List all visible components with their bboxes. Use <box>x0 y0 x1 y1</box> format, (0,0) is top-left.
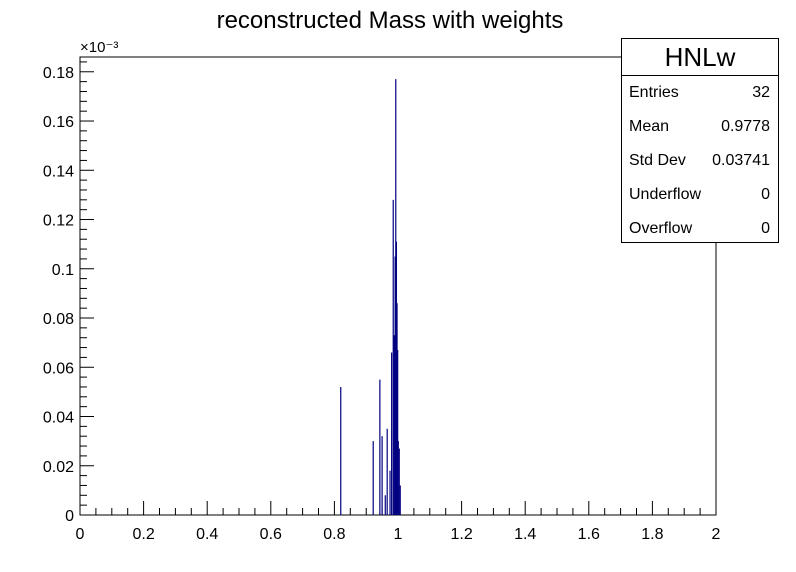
stats-row-underflow: Underflow 0 <box>622 178 778 212</box>
stats-label-mean: Mean <box>629 118 670 135</box>
stats-row-overflow: Overflow 0 <box>622 212 778 246</box>
stats-value-entries: 32 <box>752 84 770 101</box>
x-tick-label: 1.4 <box>514 526 536 543</box>
stats-value-overflow: 0 <box>761 220 770 237</box>
y-tick-label: 0 <box>65 508 74 525</box>
chart-title: reconstructed Mass with weights <box>217 7 564 34</box>
y-tick-label: 0.02 <box>43 459 74 476</box>
stats-title: HNLw <box>622 39 778 76</box>
x-tick-label: 1.2 <box>450 526 472 543</box>
y-tick-label: 0.14 <box>43 163 74 180</box>
x-tick-label: 0.4 <box>196 526 218 543</box>
stats-label-overflow: Overflow <box>629 220 693 237</box>
stats-row-stddev: Std Dev 0.03741 <box>622 144 778 178</box>
stats-label-entries: Entries <box>629 84 679 101</box>
y-tick-label: 0.18 <box>43 65 74 82</box>
stats-value-mean: 0.9778 <box>721 118 770 135</box>
stats-value-underflow: 0 <box>761 186 770 203</box>
stats-value-stddev: 0.03741 <box>712 152 770 169</box>
x-tick-label: 0.6 <box>260 526 282 543</box>
y-tick-label: 0.08 <box>43 311 74 328</box>
x-tick-label: 0 <box>76 526 85 543</box>
x-tick-label: 0.2 <box>132 526 154 543</box>
y-tick-label: 0.06 <box>43 360 74 377</box>
stats-row-mean: Mean 0.9778 <box>622 110 778 144</box>
x-tick-label: 1.8 <box>641 526 663 543</box>
y-tick-label: 0.12 <box>43 213 74 230</box>
y-tick-label: 0.04 <box>43 410 74 427</box>
y-tick-label: 0.1 <box>52 262 74 279</box>
y-exponent-label: ×10⁻³ <box>80 39 118 56</box>
stats-label-underflow: Underflow <box>629 186 702 203</box>
stats-label-stddev: Std Dev <box>629 152 686 169</box>
x-tick-label: 1 <box>394 526 403 543</box>
stats-row-entries: Entries 32 <box>622 76 778 110</box>
y-tick-label: 0.16 <box>43 114 74 131</box>
x-tick-label: 1.6 <box>578 526 600 543</box>
stats-box: HNLw Entries 32 Mean 0.9778 Std Dev 0.03… <box>621 38 779 243</box>
x-tick-label: 2 <box>712 526 721 543</box>
x-tick-label: 0.8 <box>323 526 345 543</box>
